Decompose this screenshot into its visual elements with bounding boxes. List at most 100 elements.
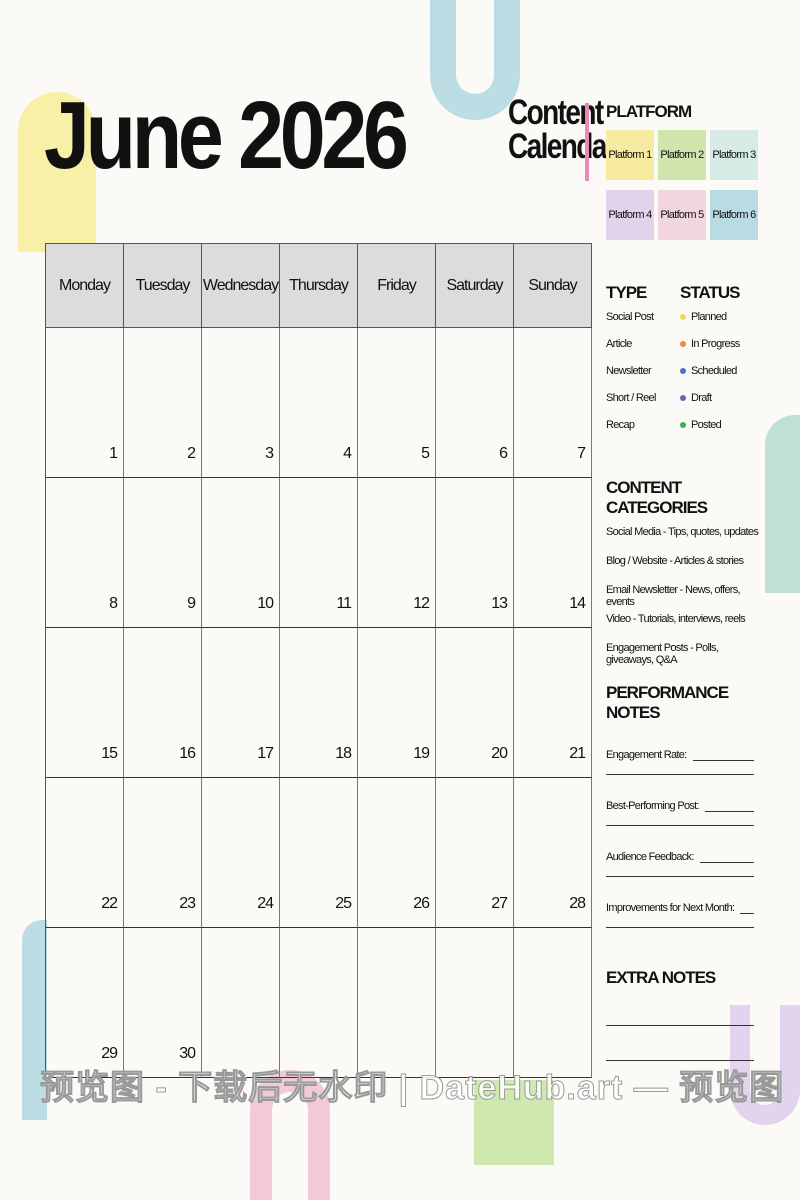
date-number: 3	[265, 445, 274, 462]
performance-field[interactable]: Audience Feedback:	[606, 843, 754, 863]
date-number: 25	[335, 895, 352, 912]
note-line[interactable]	[606, 914, 754, 928]
type-item: Article	[606, 338, 632, 350]
day-cell[interactable]: 21	[514, 628, 592, 778]
date-number: 9	[187, 595, 196, 612]
day-cell[interactable]: 6	[436, 328, 514, 478]
day-cell[interactable]	[514, 928, 592, 1078]
day-cell[interactable]: 17	[202, 628, 280, 778]
day-cell[interactable]: 29	[46, 928, 124, 1078]
day-cell[interactable]: 7	[514, 328, 592, 478]
day-cell[interactable]: 19	[358, 628, 436, 778]
day-cell[interactable]: 12	[358, 478, 436, 628]
day-cell[interactable]: 25	[280, 778, 358, 928]
extra-notes-heading: EXTRA NOTES	[606, 968, 716, 987]
performance-field[interactable]: Improvements for Next Month:	[606, 894, 754, 914]
performance-field[interactable]: Best-Performing Post:	[606, 792, 754, 812]
day-cell[interactable]: 26	[358, 778, 436, 928]
performance-field[interactable]: Engagement Rate:	[606, 741, 754, 761]
category-item: Engagement Posts - Polls, giveaways, Q&A	[606, 642, 719, 666]
day-cell[interactable]: 22	[46, 778, 124, 928]
date-number: 17	[257, 745, 274, 762]
status-list: STATUS Planned In Progress Scheduled Draft Po…	[680, 283, 740, 446]
blank-line[interactable]	[740, 904, 754, 914]
note-line[interactable]	[606, 863, 754, 877]
date-number: 1	[109, 445, 118, 462]
day-header: Sunday	[514, 243, 592, 328]
blank-line[interactable]	[704, 802, 754, 812]
day-cell[interactable]: 13	[436, 478, 514, 628]
platform-grid: Platform 1 Platform 2 Platform 3 Platform 4…	[606, 130, 766, 240]
day-cell[interactable]: 30	[124, 928, 202, 1078]
day-cell[interactable]: 15	[46, 628, 124, 778]
date-number: 26	[413, 895, 430, 912]
status-label: Scheduled	[691, 365, 737, 377]
date-number: 10	[257, 595, 274, 612]
blank-line[interactable]	[699, 853, 754, 863]
category-item: Email Newsletter - News, offers, events	[606, 584, 741, 608]
status-item: Scheduled	[680, 365, 740, 392]
date-number: 23	[179, 895, 196, 912]
note-line[interactable]	[606, 996, 754, 1026]
date-number: 21	[569, 745, 586, 762]
day-cell[interactable]: 18	[280, 628, 358, 778]
performance-label: Audience Feedback:	[606, 851, 694, 863]
status-item: Planned	[680, 311, 740, 338]
date-number: 8	[109, 595, 118, 612]
day-cell[interactable]: 28	[514, 778, 592, 928]
day-cell[interactable]: 9	[124, 478, 202, 628]
calendar-grid: Monday Tuesday Wednesday Thursday Friday Satu…	[45, 243, 592, 1078]
day-cell[interactable]	[280, 928, 358, 1078]
day-cell[interactable]: 3	[202, 328, 280, 478]
type-item: Social Post	[606, 311, 654, 323]
date-number: 4	[343, 445, 352, 462]
decor-blue-arc	[430, 0, 520, 120]
status-label: Draft	[691, 392, 712, 404]
note-line[interactable]	[606, 761, 754, 775]
day-header: Tuesday	[124, 243, 202, 328]
date-number: 11	[336, 595, 352, 612]
performance-label: Best-Performing Post:	[606, 800, 700, 812]
status-label: Posted	[691, 419, 722, 431]
date-number: 30	[179, 1045, 196, 1062]
type-list: TYPE Social Post Article Newsletter Short / …	[606, 283, 680, 446]
day-cell[interactable]: 4	[280, 328, 358, 478]
day-cell[interactable]: 10	[202, 478, 280, 628]
day-cell[interactable]: 14	[514, 478, 592, 628]
date-number: 27	[491, 895, 508, 912]
note-line[interactable]	[606, 812, 754, 826]
day-cell[interactable]: 1	[46, 328, 124, 478]
performance-label: Engagement Rate:	[606, 749, 687, 761]
categories-section: CONTENT CATEGORIES Social Media - Tips, q…	[606, 478, 766, 671]
day-cell[interactable]: 23	[124, 778, 202, 928]
day-cell[interactable]: 11	[280, 478, 358, 628]
day-cell[interactable]: 24	[202, 778, 280, 928]
decor-purple-shape	[730, 1005, 800, 1125]
day-header: Friday	[358, 243, 436, 328]
day-cell[interactable]	[202, 928, 280, 1078]
date-number: 7	[577, 445, 586, 462]
day-cell[interactable]: 20	[436, 628, 514, 778]
status-dot-icon	[680, 422, 686, 429]
day-cell[interactable]: 27	[436, 778, 514, 928]
day-cell[interactable]: 8	[46, 478, 124, 628]
category-item: Social Media - Tips, quotes, updates	[606, 526, 759, 538]
day-header: Saturday	[436, 243, 514, 328]
date-number: 14	[569, 595, 586, 612]
subtitle-line-1: Content	[508, 93, 604, 132]
decor-yellow-shape	[18, 92, 96, 252]
status-dot-icon	[680, 341, 686, 348]
day-cell[interactable]: 2	[124, 328, 202, 478]
blank-line[interactable]	[692, 751, 754, 761]
date-number: 16	[179, 745, 196, 762]
day-cell[interactable]: 16	[124, 628, 202, 778]
day-cell[interactable]	[436, 928, 514, 1078]
day-cell[interactable]: 5	[358, 328, 436, 478]
type-item: Recap	[606, 419, 635, 431]
note-line[interactable]	[606, 1031, 754, 1061]
day-cell[interactable]	[358, 928, 436, 1078]
platform-swatch: Platform 4	[606, 190, 654, 240]
decor-green-bottom	[474, 1080, 554, 1165]
date-number: 29	[101, 1045, 118, 1062]
platform-swatch: Platform 2	[658, 130, 706, 180]
